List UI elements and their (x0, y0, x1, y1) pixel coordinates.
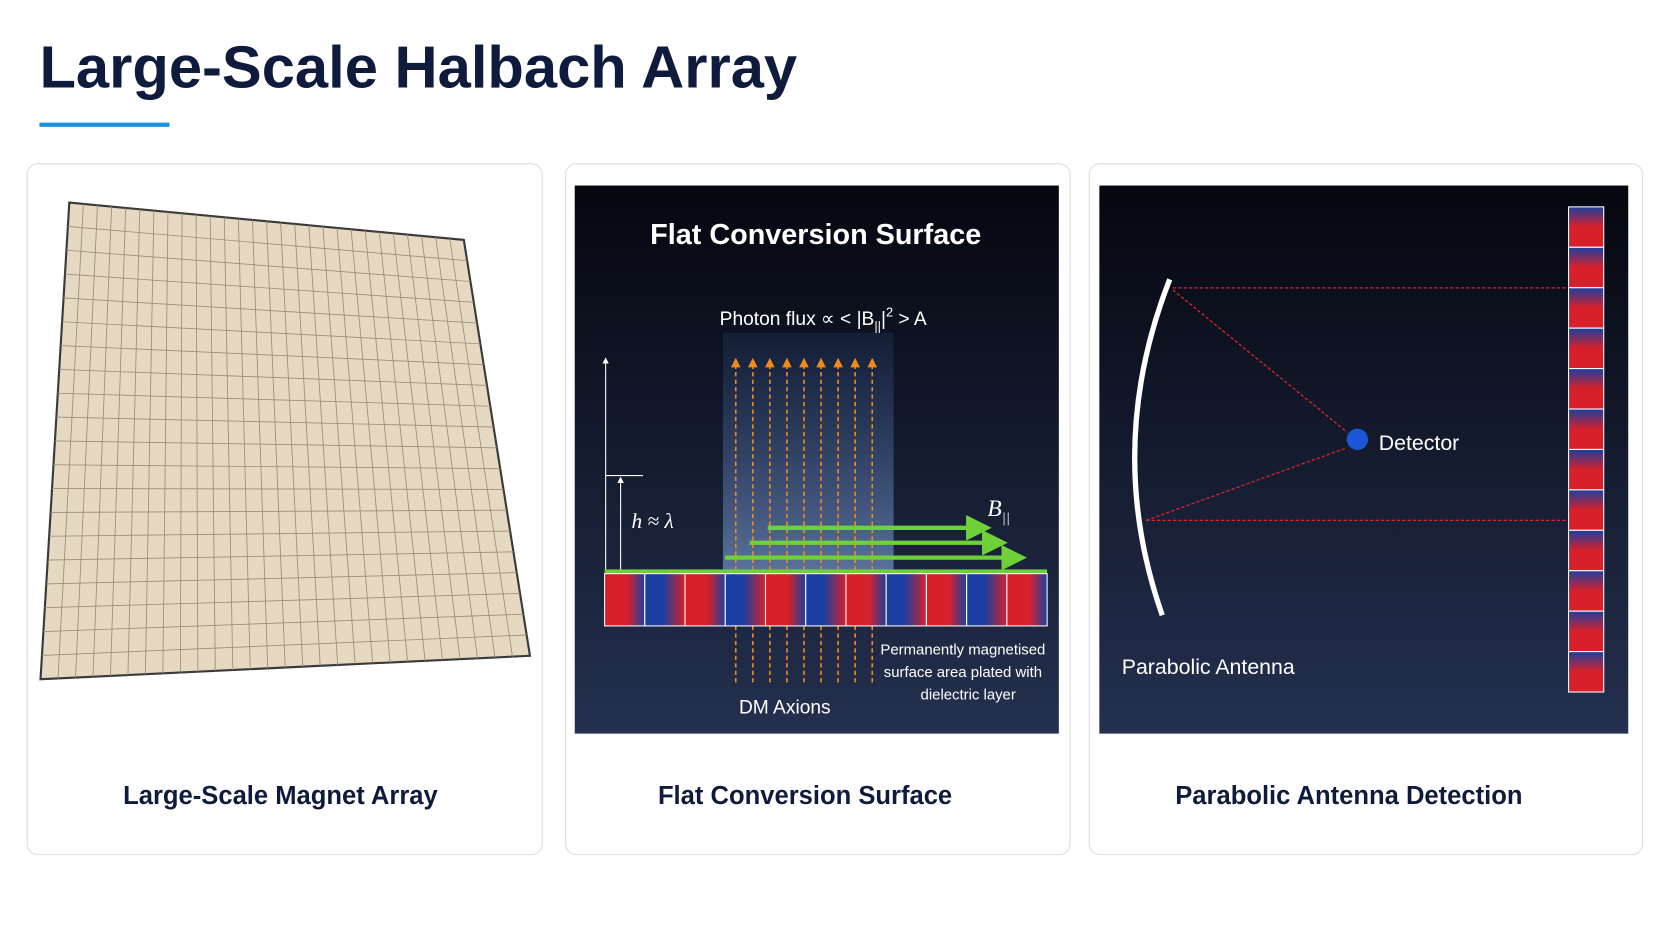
magnet-block (845, 573, 887, 627)
field-subscript: || (1002, 510, 1010, 526)
magnet-row (604, 573, 1048, 627)
grid-line (49, 530, 511, 537)
grid-line (46, 572, 517, 585)
card-caption: Flat Conversion Surface (658, 782, 952, 810)
antenna-dish (1132, 278, 1173, 617)
magnet-block (684, 573, 726, 627)
photon-flux: Photon flux ∝ < |B|||2 > A (720, 305, 927, 334)
magnet-block (885, 573, 927, 627)
note-line: dielectric layer (921, 686, 1016, 703)
grid-line (53, 464, 501, 470)
grid-line (63, 297, 478, 324)
magnet-block (1567, 246, 1605, 289)
grid-line (64, 273, 474, 303)
card-caption: Large-Scale Magnet Array (123, 782, 438, 810)
content: Large-Scale Halbach Array Flat Conversio… (26, 33, 1644, 856)
magnet-block (1567, 570, 1605, 612)
magnet-block (925, 573, 968, 627)
grid-line (47, 551, 514, 561)
detector (1346, 428, 1369, 450)
magnet-grid (41, 203, 527, 679)
magnet-block (1567, 408, 1605, 450)
magnet-block (604, 573, 646, 627)
magnet-block (1567, 287, 1605, 329)
card-caption: Parabolic Antenna Detection (1175, 782, 1522, 810)
grid-line (66, 249, 471, 282)
grid-line (52, 488, 504, 490)
photon-arrows (730, 357, 878, 683)
magnet-block (966, 573, 1008, 627)
magnet-block (1567, 368, 1605, 410)
magnet-block (1567, 610, 1605, 653)
magnet-block (724, 573, 767, 627)
surface-note: Permanently magnetised surface area plat… (880, 642, 1045, 704)
grid-line (41, 634, 527, 656)
formula-superscript: 2 (886, 305, 893, 320)
grid-line (62, 321, 481, 345)
magnet-array (39, 201, 532, 681)
grid-line (60, 345, 484, 366)
signal-paths (1146, 287, 1568, 521)
note-line: surface area plated with (884, 664, 1042, 681)
axions-label: DM Axions (739, 697, 831, 718)
title-underline (39, 122, 170, 127)
magnet-block (1567, 327, 1605, 370)
magnet-block (1567, 651, 1605, 693)
formula-part: Photon flux ∝ < |B (720, 309, 875, 330)
note-line: Permanently magnetised (880, 642, 1045, 659)
magnet-block (1567, 489, 1605, 531)
grid-line (50, 509, 507, 513)
magnet-block (764, 573, 807, 627)
grid-line (67, 226, 468, 262)
magnet-block (1567, 206, 1605, 248)
grid-line (59, 368, 487, 386)
grid-line (43, 613, 524, 632)
magnet-column (1567, 206, 1605, 693)
formula-part: > A (893, 309, 927, 330)
dielectric-layer (604, 569, 1048, 574)
grid-line (44, 592, 521, 609)
magnet-block (1567, 448, 1605, 491)
formula-part: | (881, 309, 886, 330)
formula-subscript: || (874, 319, 881, 334)
grid-line (57, 392, 491, 407)
magnet-block (1006, 573, 1048, 627)
antenna-label: Parabolic Antenna (1122, 655, 1295, 679)
grid-line (54, 440, 497, 449)
field-base: B (987, 496, 1001, 522)
detector-label: Detector (1379, 431, 1460, 455)
magnet-block (1567, 529, 1605, 572)
panel (1099, 185, 1629, 734)
beam (722, 332, 894, 574)
magnet-block (644, 573, 686, 627)
title: Large-Scale Halbach Array (39, 33, 797, 100)
height-label: h ≈ λ (631, 509, 673, 533)
panel-title: Flat Conversion Surface (650, 219, 981, 251)
magnet-block (805, 573, 847, 627)
grid-line (56, 416, 494, 428)
